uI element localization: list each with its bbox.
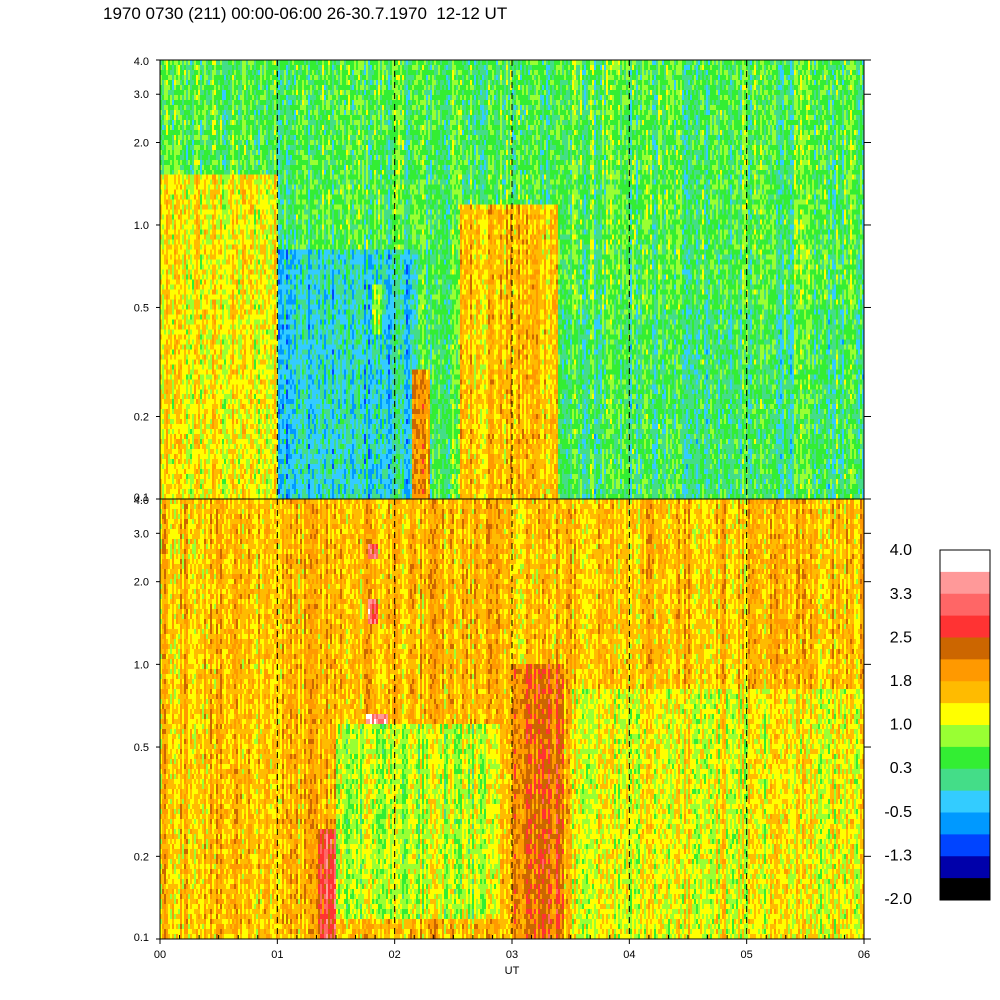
- y-tick-label: 0.5: [134, 742, 149, 754]
- colorbar-label: 3.3: [890, 586, 912, 603]
- colorbar-label: -1.3: [884, 847, 912, 864]
- colorbar-label: 1.0: [890, 717, 912, 734]
- colorbar-swatch: [940, 681, 990, 703]
- colorbar-label: -2.0: [884, 891, 912, 908]
- y-tick-label: 1.0: [134, 220, 149, 232]
- x-tick-label: 03: [506, 949, 518, 961]
- y-tick-label: 0.2: [134, 412, 149, 424]
- colorbar-swatch: [940, 616, 990, 638]
- x-tick-label: 06: [858, 949, 870, 961]
- colorbar-swatch: [940, 769, 990, 791]
- colorbar-label: 4.0: [890, 542, 912, 559]
- colorbar-swatch: [940, 834, 990, 856]
- colorbar-swatch: [940, 878, 990, 900]
- x-tick-label: 00: [154, 949, 166, 961]
- x-tick-label: 01: [271, 949, 283, 961]
- colorbar-swatch: [940, 856, 990, 878]
- colorbar-label: 0.3: [890, 760, 912, 777]
- y-tick-label: 0.1: [134, 932, 149, 944]
- colorbar-swatch: [940, 813, 990, 835]
- colorbar-swatch: [940, 791, 990, 813]
- colorbar-label: -0.5: [884, 804, 912, 821]
- y-tick-label: 3.0: [134, 528, 149, 540]
- y-tick-label: 4.0: [134, 495, 149, 507]
- heatmap-cells: [160, 60, 865, 500]
- x-tick-label: 02: [389, 949, 401, 961]
- y-tick-label: 4.0: [134, 56, 149, 68]
- y-tick-label: 1.0: [134, 659, 149, 671]
- x-tick-label: 04: [623, 949, 635, 961]
- x-axis-label: UT: [505, 965, 520, 977]
- x-axis: 00 01 02 03 04 05 06 UT: [154, 935, 870, 977]
- y-tick-label: 2.0: [134, 577, 149, 589]
- colorbar-swatch: [940, 747, 990, 769]
- y-tick-label: 0.2: [134, 851, 149, 863]
- colorbar-label: 1.8: [890, 673, 912, 690]
- colorbar: 4.0 3.3 2.5 1.8 1.0 0.3 -0.5 -1.3 -2.0: [884, 542, 990, 908]
- colorbar-label: 2.5: [890, 629, 912, 646]
- colorbar-swatch: [940, 594, 990, 616]
- colorbar-swatch: [940, 725, 990, 747]
- colorbar-swatch: [940, 572, 990, 594]
- y-tick-label: 3.0: [134, 89, 149, 101]
- colorbar-swatch: [940, 638, 990, 660]
- spectrogram-panel-2: 0.1 0.2 0.5 1.0 2.0 3.0 4.0: [134, 495, 871, 944]
- spectrogram-panel-1: 0.10.20.51.02.03.04.0: [134, 56, 871, 504]
- colorbar-swatch: [940, 550, 990, 572]
- y-tick-label: 0.5: [134, 302, 149, 314]
- y-tick-label: 2.0: [134, 137, 149, 149]
- colorbar-swatch: [940, 659, 990, 681]
- colorbar-swatch: [940, 703, 990, 725]
- x-tick-label: 05: [741, 949, 753, 961]
